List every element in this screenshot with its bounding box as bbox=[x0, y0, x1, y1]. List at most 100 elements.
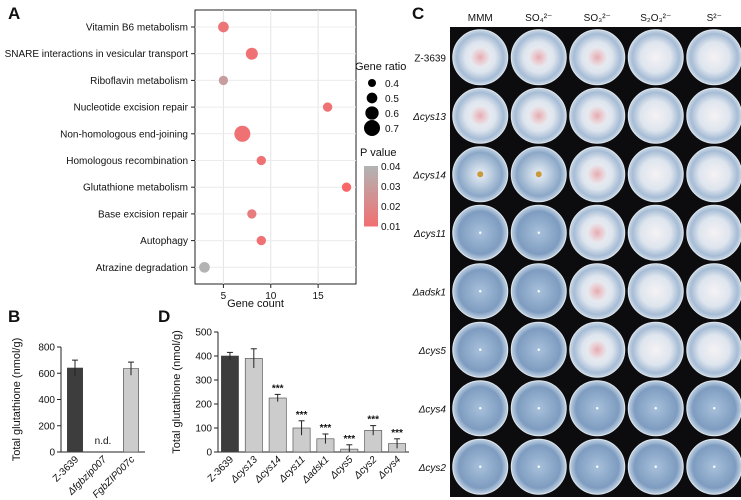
size-legend-label: 0.6 bbox=[385, 109, 399, 120]
y-tick-label: 500 bbox=[195, 328, 212, 339]
bar bbox=[67, 367, 84, 453]
pathway-dot bbox=[256, 155, 266, 166]
medium-label: SO₃²⁻ bbox=[584, 13, 611, 24]
significance-marker: *** bbox=[391, 428, 403, 439]
color-legend-segment bbox=[364, 176, 378, 179]
culture-plate bbox=[686, 87, 741, 144]
colony-center bbox=[587, 339, 608, 360]
inoculation-point bbox=[479, 348, 482, 351]
panel-label-b: B bbox=[8, 307, 20, 326]
color-legend-segment bbox=[364, 206, 378, 209]
x-tick-label: Δcys14 bbox=[252, 454, 284, 486]
color-legend-segment bbox=[364, 198, 378, 201]
colony-center bbox=[528, 105, 549, 126]
y-axis-label: Total glutathione (nmol/g) bbox=[11, 338, 23, 462]
color-legend-segment bbox=[364, 188, 378, 191]
inoculation-point bbox=[537, 407, 540, 410]
color-legend-label: 0.03 bbox=[381, 182, 401, 193]
x-axis-label: Gene count bbox=[227, 298, 284, 310]
inoculation-point bbox=[654, 465, 657, 468]
culture-plate bbox=[627, 204, 684, 261]
pathway-dot bbox=[256, 235, 266, 246]
colony-center bbox=[535, 171, 542, 178]
significance-marker: *** bbox=[320, 423, 332, 434]
y-tick-label: 0 bbox=[206, 448, 212, 459]
y-tick-label: 600 bbox=[38, 369, 55, 380]
significance-marker: *** bbox=[296, 410, 308, 421]
pathway-label: Homologous recombination bbox=[66, 156, 188, 167]
y-tick-label: 200 bbox=[195, 400, 212, 411]
color-legend-segment bbox=[364, 214, 378, 217]
inoculation-point bbox=[537, 290, 540, 293]
color-legend-segment bbox=[364, 224, 378, 227]
panel-label-c: C bbox=[412, 4, 424, 23]
colony-center bbox=[587, 222, 608, 243]
color-legend-segment bbox=[364, 192, 378, 195]
plot-frame bbox=[194, 9, 357, 285]
size-legend-dot bbox=[365, 106, 379, 120]
size-legend-label: 0.5 bbox=[385, 94, 399, 105]
bar bbox=[268, 397, 287, 453]
color-legend-segment bbox=[364, 196, 378, 199]
x-tick-label: Δcys2 bbox=[352, 454, 380, 482]
panel-label-a: A bbox=[8, 4, 20, 23]
inoculation-point bbox=[479, 465, 482, 468]
inoculation-point bbox=[479, 290, 482, 293]
strain-label: Δcys14 bbox=[412, 170, 446, 181]
y-axis-label: Total glutathione (nmol/g) bbox=[171, 330, 183, 454]
pathway-dot bbox=[234, 125, 251, 142]
strain-label: Δcys11 bbox=[413, 229, 446, 240]
color-legend-segment bbox=[364, 178, 378, 181]
y-tick-label: 100 bbox=[195, 424, 212, 435]
x-tick-label: Δcys4 bbox=[375, 454, 403, 482]
pathway-dot bbox=[247, 209, 257, 219]
strain-label: Δcys4 bbox=[418, 404, 447, 415]
color-legend-segment bbox=[364, 204, 378, 207]
colony-center bbox=[587, 105, 608, 126]
inoculation-point bbox=[596, 465, 599, 468]
color-legend-segment bbox=[364, 168, 378, 171]
x-tick-label: 10 bbox=[265, 291, 277, 302]
inoculation-point bbox=[654, 407, 657, 410]
color-legend-label: 0.01 bbox=[381, 222, 401, 233]
color-legend-segment bbox=[364, 200, 378, 203]
color-legend-segment bbox=[364, 194, 378, 197]
pathway-dot bbox=[245, 47, 258, 60]
inoculation-point bbox=[479, 407, 482, 410]
y-tick-label: 400 bbox=[38, 395, 55, 406]
chart-d-bar: 0 100 200 300 400 500 Total glutathione (nmol/… bbox=[171, 328, 409, 486]
culture-plate bbox=[627, 29, 684, 86]
pathway-label: Atrazine degradation bbox=[96, 263, 188, 274]
panel-label-d: D bbox=[158, 307, 170, 326]
color-legend-label: 0.02 bbox=[381, 202, 401, 213]
bar bbox=[123, 368, 140, 453]
culture-plate bbox=[627, 146, 684, 203]
pathway-dot bbox=[218, 75, 229, 86]
strain-label: Δcys2 bbox=[418, 463, 447, 474]
inoculation-point bbox=[537, 465, 540, 468]
pathway-label: SNARE interactions in vesicular transpor… bbox=[5, 49, 189, 60]
color-legend-segment bbox=[364, 174, 378, 177]
inoculation-point bbox=[537, 348, 540, 351]
pathway-label: Non-homologous end-joining bbox=[60, 129, 188, 140]
inoculation-point bbox=[479, 231, 482, 234]
color-legend-segment bbox=[364, 202, 378, 205]
x-tick-label: 15 bbox=[313, 291, 325, 302]
color-legend-segment bbox=[364, 208, 378, 211]
color-legend-segment bbox=[364, 182, 378, 185]
medium-label: MMM bbox=[468, 13, 493, 24]
pathway-dot bbox=[322, 102, 333, 112]
color-legend-segment bbox=[364, 184, 378, 187]
x-tick-label: 5 bbox=[221, 291, 227, 302]
colony-center bbox=[470, 47, 491, 68]
size-legend-label: 0.7 bbox=[385, 124, 399, 135]
bar bbox=[221, 355, 239, 453]
color-legend-segment bbox=[364, 166, 378, 169]
colony-center bbox=[587, 164, 608, 185]
culture-plate bbox=[686, 263, 741, 320]
medium-label: S₂O₃²⁻ bbox=[640, 13, 671, 24]
colony-center bbox=[528, 47, 549, 68]
significance-marker: *** bbox=[272, 383, 284, 394]
medium-label: SO₄²⁻ bbox=[525, 13, 552, 24]
pathway-dot bbox=[341, 182, 352, 192]
